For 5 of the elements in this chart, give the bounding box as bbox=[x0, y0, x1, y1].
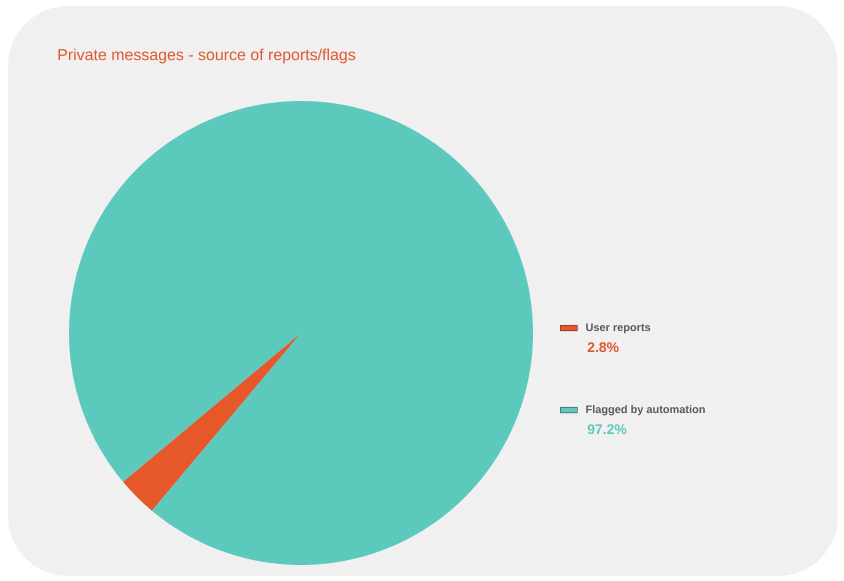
legend-label: User reports bbox=[586, 324, 650, 334]
data-label: 2.8% bbox=[588, 342, 619, 352]
data-label: 97.2% bbox=[588, 424, 626, 434]
legend-label: Flagged by automation bbox=[586, 405, 705, 416]
chart-title: Private messages - source of reports/flags bbox=[58, 48, 356, 64]
